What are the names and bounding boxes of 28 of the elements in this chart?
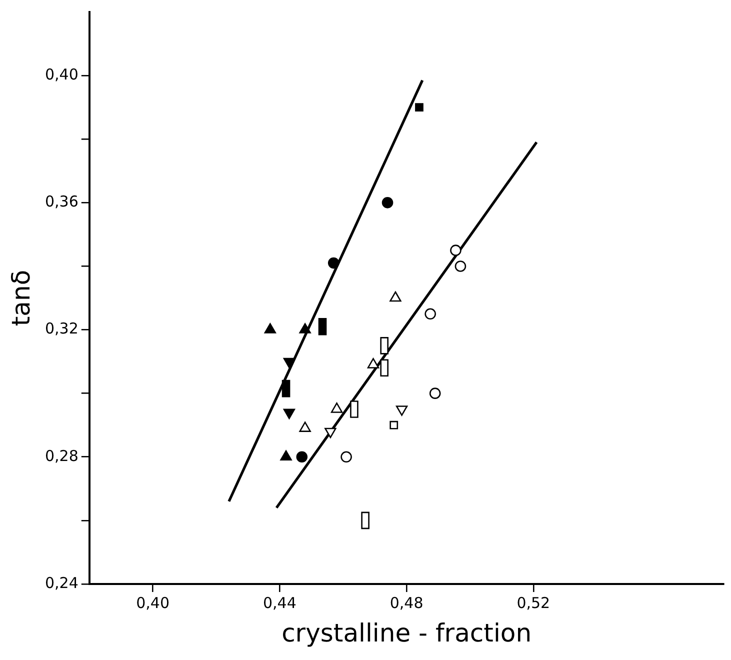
point — [340, 451, 352, 463]
point — [454, 260, 466, 272]
y-axis-title: tanδ — [6, 270, 36, 326]
x-tick-label: 0,48 — [390, 594, 424, 612]
y-tick-label: 0,32 — [44, 320, 78, 338]
point — [280, 450, 292, 461]
point — [390, 420, 398, 430]
point — [296, 451, 308, 463]
point — [382, 197, 394, 208]
point — [450, 244, 462, 256]
x-tick-label: 0,52 — [516, 594, 550, 612]
point — [299, 422, 311, 432]
y-tick-label: 0,36 — [44, 192, 78, 211]
x-tick-label: 0,40 — [136, 594, 170, 612]
point — [367, 358, 380, 368]
point — [299, 323, 311, 334]
y-tick-label: 0,28 — [44, 446, 78, 465]
point — [424, 308, 436, 320]
point — [330, 402, 343, 413]
x-axis-title: crystalline - fraction — [282, 618, 532, 648]
point — [415, 103, 424, 112]
y-tick-label: 0,40 — [44, 65, 78, 84]
point — [328, 257, 340, 269]
point — [390, 291, 402, 302]
x-tick-label: 0,44 — [262, 594, 296, 612]
point — [429, 388, 441, 399]
y-tick-label: 0,24 — [44, 574, 78, 592]
point — [264, 323, 276, 334]
